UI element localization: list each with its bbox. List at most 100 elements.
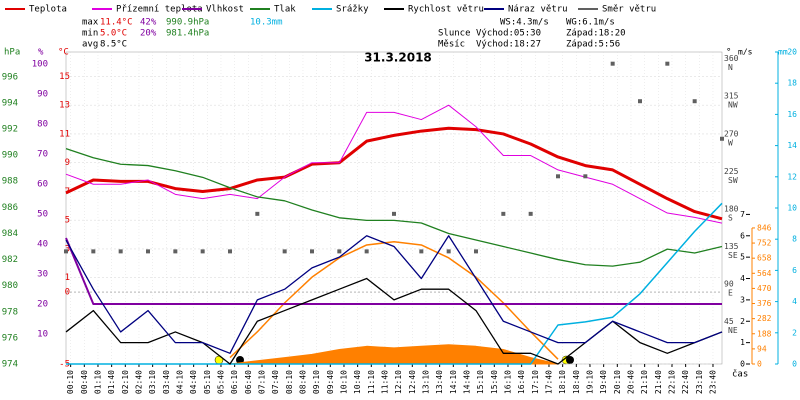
x-tick-label: 21:40 bbox=[654, 370, 663, 394]
axis-unit: mm bbox=[778, 48, 788, 57]
direction-point bbox=[419, 249, 424, 254]
x-tick-label: 13:10 bbox=[421, 370, 430, 394]
direction-point bbox=[556, 174, 560, 179]
stat: 8.5°C bbox=[100, 40, 127, 50]
direction-label: SE bbox=[728, 251, 738, 260]
x-tick-label: 03:40 bbox=[162, 370, 171, 394]
x-tick-label: 11:40 bbox=[380, 370, 389, 394]
y2-tick-label: 45 bbox=[724, 317, 734, 326]
x-axis-label: čas bbox=[732, 369, 748, 380]
x-tick-label: 16:40 bbox=[517, 370, 526, 394]
series-line bbox=[65, 126, 723, 221]
solar-line bbox=[229, 241, 559, 360]
x-tick-label: 08:40 bbox=[298, 370, 307, 394]
axis-unit: °C bbox=[58, 48, 69, 58]
axis-unit: m/s bbox=[738, 48, 753, 57]
y2-tick-label: 7 bbox=[740, 210, 745, 219]
direction-point bbox=[610, 61, 615, 66]
direction-point bbox=[337, 249, 342, 254]
x-tick-label: 06:10 bbox=[230, 370, 239, 394]
y-tick-label: 11 bbox=[59, 129, 70, 139]
y-tick-label: 50 bbox=[37, 210, 48, 220]
series-line bbox=[65, 147, 723, 267]
y2-tick-label: 846 bbox=[757, 223, 772, 232]
x-tick-label: 08:10 bbox=[285, 370, 294, 394]
legend-label: Tlak bbox=[274, 5, 296, 15]
x-tick-label: 02:40 bbox=[134, 370, 143, 394]
y2-tick-label: 18 bbox=[787, 79, 797, 88]
direction-point bbox=[91, 249, 96, 254]
x-tick-label: 04:10 bbox=[175, 370, 184, 394]
y2-tick-label: 1 bbox=[740, 338, 745, 347]
direction-label: SW bbox=[728, 176, 738, 185]
direction-label: NW bbox=[728, 101, 738, 110]
stat-label: min bbox=[82, 29, 98, 39]
y2-tick-label: 2 bbox=[792, 328, 797, 337]
y2-tick-label: 2 bbox=[740, 317, 745, 326]
y-tick-label: 90 bbox=[37, 90, 48, 100]
legend-label: Přízemní teplota bbox=[116, 5, 203, 15]
y-tick-label: 976 bbox=[2, 333, 18, 343]
y-tick-label: 5 bbox=[65, 216, 70, 226]
legend-label: Srážky bbox=[336, 5, 369, 15]
stat: 990.9hPa bbox=[166, 18, 209, 28]
y2-tick-label: 5 bbox=[740, 253, 745, 262]
x-tick-label: 18:10 bbox=[558, 370, 567, 394]
y2-tick-label: 376 bbox=[757, 299, 772, 308]
x-tick-label: 21:10 bbox=[640, 370, 649, 394]
direction-point bbox=[638, 99, 642, 104]
x-tick-label: 18:40 bbox=[572, 370, 581, 394]
x-tick-label: 09:40 bbox=[326, 370, 335, 394]
x-tick-label: 02:10 bbox=[121, 370, 130, 394]
x-tick-label: 17:10 bbox=[531, 370, 540, 394]
y-tick-label: 80 bbox=[37, 120, 48, 130]
y2-tick-label: 90 bbox=[724, 279, 734, 288]
x-tick-label: 20:10 bbox=[613, 370, 622, 394]
y-tick-label: 13 bbox=[59, 101, 70, 111]
direction-point bbox=[583, 174, 588, 179]
direction-label: NE bbox=[728, 326, 738, 335]
y2-tick-label: 270 bbox=[724, 129, 739, 138]
stat: Západ:18:20 bbox=[566, 29, 626, 39]
direction-point bbox=[118, 249, 123, 254]
direction-point bbox=[173, 249, 178, 254]
stat-label: Slunce bbox=[438, 29, 471, 39]
direction-point bbox=[310, 249, 314, 254]
x-tick-label: 04:40 bbox=[189, 370, 198, 394]
x-tick-label: 11:10 bbox=[367, 370, 376, 394]
axis-unit: ° bbox=[726, 48, 731, 58]
stat: 11.4°C bbox=[100, 18, 133, 28]
direction-label: W bbox=[728, 138, 733, 147]
series-line bbox=[65, 237, 722, 305]
y-tick-label: 982 bbox=[2, 255, 18, 265]
y2-tick-label: 360 bbox=[724, 54, 739, 63]
y2-tick-label: 0 bbox=[740, 360, 745, 369]
series-line bbox=[66, 202, 723, 365]
stat: Východ:05:30 bbox=[476, 29, 541, 39]
y2-tick-label: 470 bbox=[757, 284, 772, 293]
stat: WG:6.1m/s bbox=[566, 18, 615, 28]
direction-point bbox=[392, 211, 396, 216]
direction-point bbox=[364, 249, 369, 254]
direction-point bbox=[665, 61, 670, 66]
x-tick-label: 19:40 bbox=[599, 370, 608, 394]
x-tick-label: 07:10 bbox=[257, 370, 266, 394]
y2-tick-label: 282 bbox=[757, 314, 772, 323]
solar-area bbox=[229, 344, 559, 365]
x-tick-label: 12:40 bbox=[408, 370, 417, 394]
y-tick-label: 986 bbox=[2, 203, 18, 213]
direction-point bbox=[200, 249, 205, 254]
legend-label: Náraz větru bbox=[508, 5, 568, 15]
direction-label: N bbox=[728, 63, 733, 72]
x-tick-label: 00:40 bbox=[80, 370, 89, 394]
y2-tick-label: 135 bbox=[724, 242, 739, 251]
stat: 981.4hPa bbox=[166, 29, 209, 39]
y2-tick-label: 8 bbox=[792, 235, 797, 244]
y-tick-label: 0 bbox=[65, 288, 70, 298]
y2-tick-label: 0 bbox=[792, 360, 797, 369]
y-tick-label: 992 bbox=[2, 125, 18, 135]
x-tick-label: 22:10 bbox=[667, 370, 676, 394]
x-tick-label: 20:40 bbox=[626, 370, 635, 394]
axis-unit: hPa bbox=[4, 48, 20, 58]
y-tick-label: 100 bbox=[32, 60, 48, 70]
